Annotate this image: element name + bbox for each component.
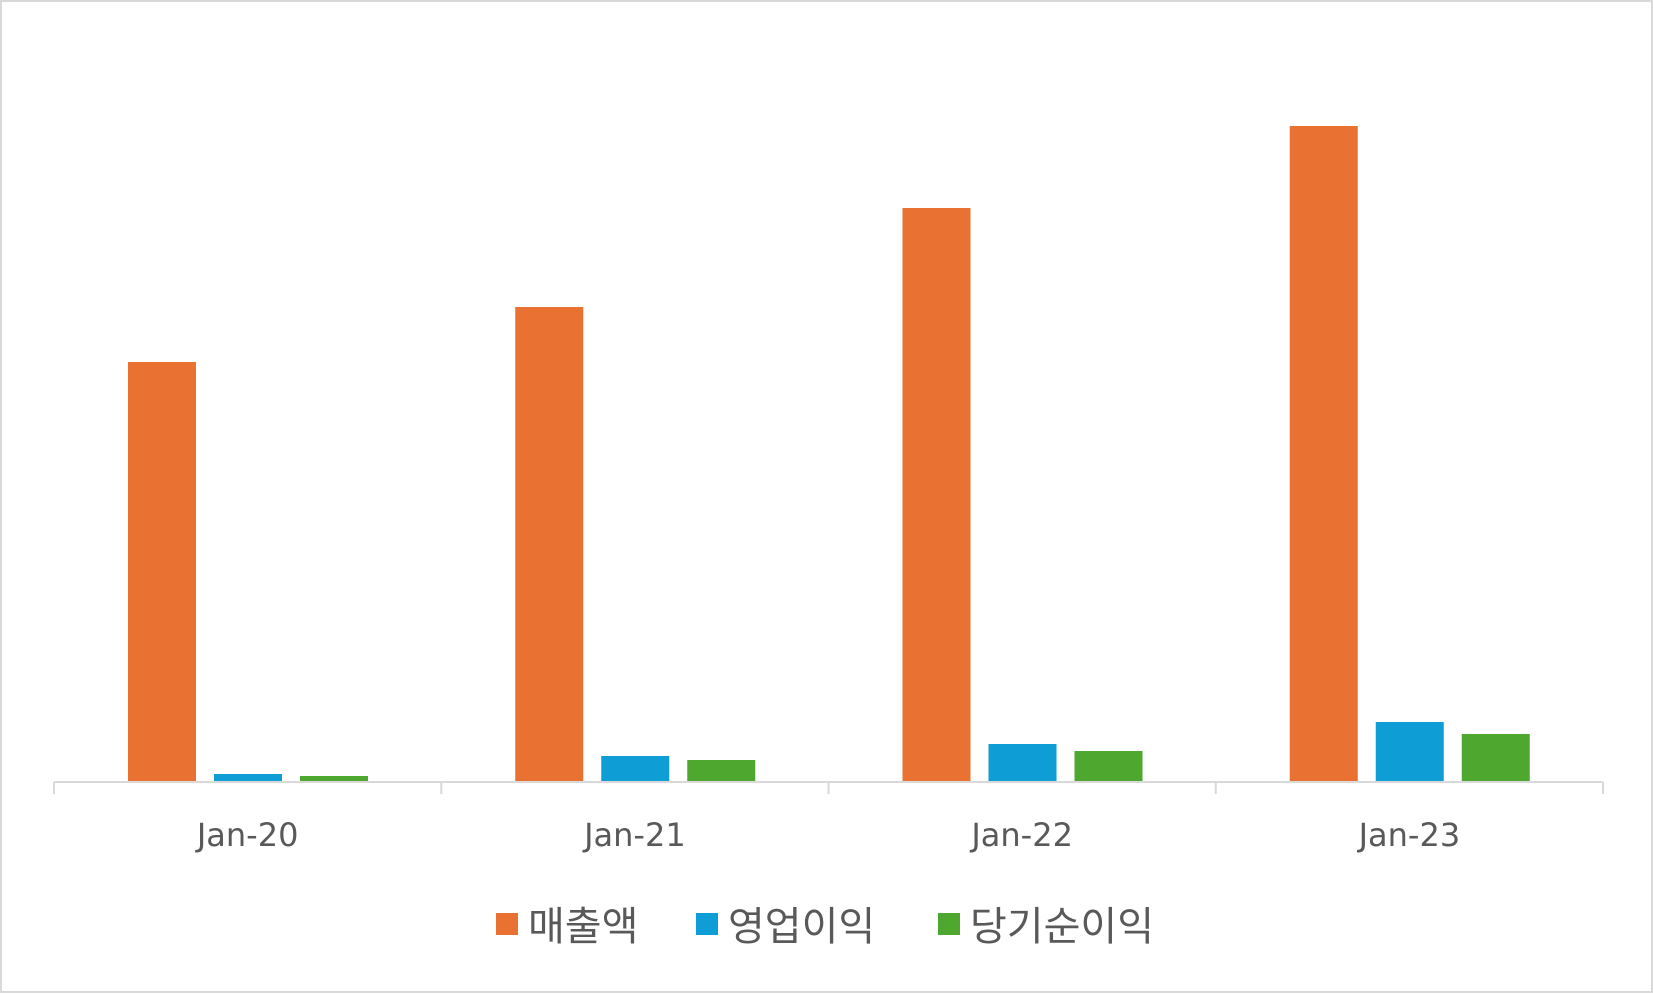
bar-영업이익-Jan-20 [214,774,282,782]
legend: 매출액 영업이익 당기순이익 [496,904,1154,950]
bar-당기순이익-Jan-20 [300,776,368,782]
bar-영업이익-Jan-22 [988,744,1057,782]
legend-label-당기순이익: 당기순이익 [970,904,1154,950]
bar-매출액-Jan-21 [515,307,584,782]
x-tick-label: Jan-22 [969,816,1073,854]
bars-layer [128,126,1530,782]
x-axis-ticks [53,782,1604,794]
x-tick-label: Jan-23 [1357,816,1461,854]
x-tick-label: Jan-21 [582,816,686,854]
legend-label-영업이익: 영업이익 [728,904,875,950]
bar-영업이익-Jan-23 [1375,722,1444,782]
legend-label-매출액: 매출액 [528,904,638,950]
bar-매출액-Jan-20 [128,362,196,782]
bar-영업이익-Jan-21 [601,756,670,782]
bar-매출액-Jan-23 [1289,126,1358,782]
bar-당기순이익-Jan-21 [687,760,756,782]
bar-매출액-Jan-22 [902,208,971,782]
x-tick-label: Jan-20 [195,816,299,854]
bar-당기순이익-Jan-23 [1461,734,1530,782]
legend-swatch-영업이익 [696,913,718,935]
bar-당기순이익-Jan-22 [1074,751,1143,782]
legend-swatch-당기순이익 [938,913,960,935]
x-axis-tick-labels: Jan-20 Jan-21 Jan-22 Jan-23 [195,816,1460,854]
legend-swatch-매출액 [496,913,518,935]
